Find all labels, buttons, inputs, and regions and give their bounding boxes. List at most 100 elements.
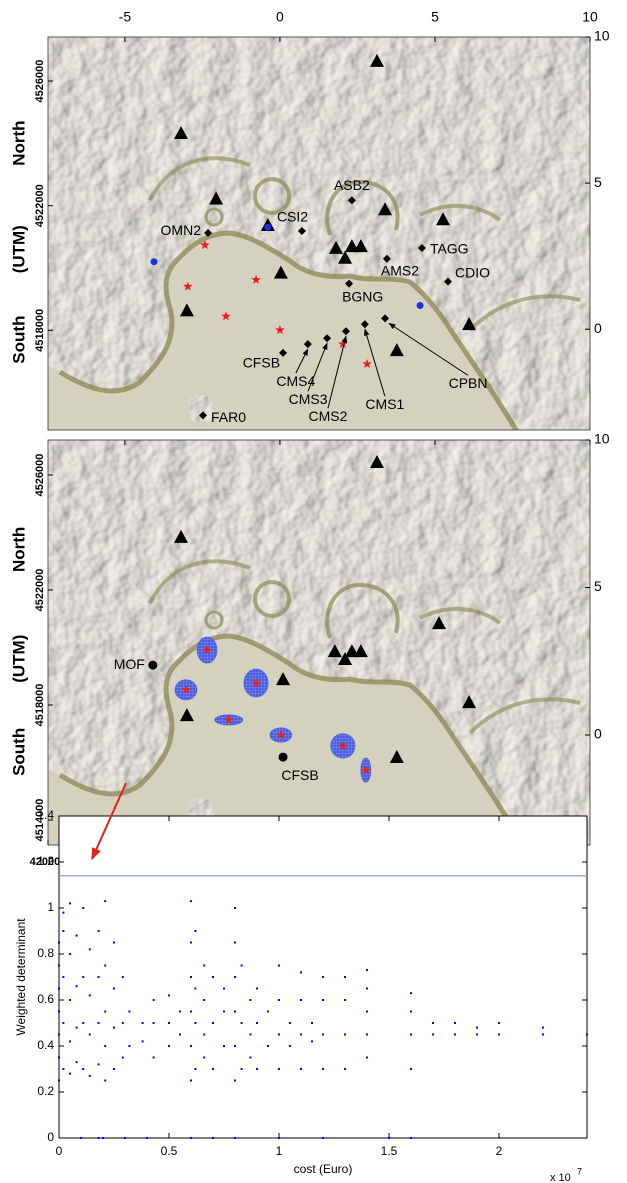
scatter-point xyxy=(366,1057,368,1059)
scatter-point xyxy=(58,1034,60,1036)
scatter-point xyxy=(190,900,192,902)
scatter-point xyxy=(113,988,115,990)
scatter-point xyxy=(62,912,64,914)
scatter-point xyxy=(366,988,368,990)
x-axis-label: cost (Euro) xyxy=(294,1162,353,1176)
scatter-point xyxy=(146,1137,148,1139)
station-label: CFSB xyxy=(281,767,318,783)
scatter-point xyxy=(344,999,346,1001)
station-label: BGNG xyxy=(342,288,383,304)
scatter-point xyxy=(190,1045,192,1047)
scatter-point xyxy=(454,1034,456,1036)
scatter-point xyxy=(476,1027,478,1029)
scatter-point xyxy=(58,965,60,967)
scatter-point xyxy=(203,999,205,1001)
scatter-point xyxy=(98,1022,100,1024)
station-label: OMN2 xyxy=(161,222,202,238)
scatter-point xyxy=(223,1045,225,1047)
scatter-point xyxy=(122,1057,124,1059)
scatter-point xyxy=(498,1034,500,1036)
scatter-point xyxy=(76,985,78,987)
scatter-point xyxy=(212,1022,214,1024)
side-label: (UTM) xyxy=(9,225,28,273)
scatter-point xyxy=(82,1068,84,1070)
scatter-point xyxy=(89,1075,91,1077)
scatter-point xyxy=(241,1022,243,1024)
scatter-point xyxy=(58,942,60,944)
scatter-point xyxy=(194,1022,196,1024)
page: -505100510451800045220004526000North(UTM… xyxy=(0,0,627,1183)
station xyxy=(279,753,288,762)
scatter-point xyxy=(104,900,106,902)
blue-dot xyxy=(264,224,271,231)
top-tick-label: -5 xyxy=(119,9,132,25)
scatter-point xyxy=(168,1022,170,1024)
scatter-point xyxy=(203,1034,205,1036)
scatter-point xyxy=(388,1137,390,1139)
left-tick-label: 4522000 xyxy=(34,569,46,612)
left-tick-label: 4522000 xyxy=(34,184,46,227)
scatter-point xyxy=(454,1022,456,1024)
scatter-point xyxy=(249,1034,251,1036)
scatter-point xyxy=(179,1034,181,1036)
x-multiplier: x 10 xyxy=(550,1172,571,1183)
left-tick-label: 4518000 xyxy=(34,309,46,352)
scatter-point xyxy=(212,1137,214,1139)
top-tick-label: 5 xyxy=(431,9,439,25)
scatter-point xyxy=(62,1022,64,1024)
scatter-point xyxy=(190,976,192,978)
scatter-point xyxy=(104,1045,106,1047)
scatter-point xyxy=(153,1057,155,1059)
station-label: CMS1 xyxy=(365,396,404,412)
scatter-point xyxy=(190,1011,192,1013)
station xyxy=(148,661,157,670)
scatter-point xyxy=(69,953,71,955)
scatter-point xyxy=(278,1068,280,1070)
right-tick-label: 10 xyxy=(594,28,610,44)
station-label: CFSB xyxy=(243,355,280,371)
scatter-point xyxy=(76,935,78,937)
scatter-point xyxy=(69,1040,71,1042)
scatter-point xyxy=(76,1027,78,1029)
scatter-point xyxy=(89,1034,91,1036)
scatter-point xyxy=(366,1034,368,1036)
right-tick-label: 0 xyxy=(594,320,602,336)
scatter-point xyxy=(82,907,84,909)
scatter-point xyxy=(194,930,196,932)
station-label: AMS2 xyxy=(381,262,419,278)
scatter-point xyxy=(311,1022,313,1024)
scatter-point xyxy=(289,1045,291,1047)
y-tick-label: 0.2 xyxy=(37,1084,54,1098)
scatter-point xyxy=(128,1045,130,1047)
scatter-point xyxy=(410,1068,412,1070)
scatter-point xyxy=(113,1068,115,1070)
x-tick-label: 1.5 xyxy=(381,1144,398,1158)
station-label: CSI2 xyxy=(277,209,308,225)
scatter-point xyxy=(69,999,71,1001)
scatter-point xyxy=(300,971,302,973)
scatter-point xyxy=(249,999,251,1001)
scatter-point xyxy=(190,1137,192,1139)
scatter-point xyxy=(82,976,84,978)
x-tick-label: 2 xyxy=(496,1144,503,1158)
scatter-point xyxy=(104,1011,106,1013)
scatter-point xyxy=(98,930,100,932)
scatter-point xyxy=(322,1137,324,1139)
station-label: CDIO xyxy=(455,264,490,280)
scatter-point xyxy=(498,1022,500,1024)
scatter-point xyxy=(62,930,64,932)
station-label: CPBN xyxy=(449,375,488,391)
scatter-point xyxy=(410,1034,412,1036)
scatter-point xyxy=(322,1034,324,1036)
right-tick-label: 10 xyxy=(594,431,610,447)
scatter-point xyxy=(153,1022,155,1024)
scatter-point xyxy=(102,1137,104,1139)
scatter-point xyxy=(58,988,60,990)
scatter-point xyxy=(69,1073,71,1075)
side-label: South xyxy=(9,728,28,776)
station-label: TAGG xyxy=(430,241,469,257)
right-tick-label: 5 xyxy=(594,578,602,594)
y-tick-label: 0.8 xyxy=(37,946,54,960)
scatter-point xyxy=(113,1027,115,1029)
scatter-point xyxy=(322,976,324,978)
